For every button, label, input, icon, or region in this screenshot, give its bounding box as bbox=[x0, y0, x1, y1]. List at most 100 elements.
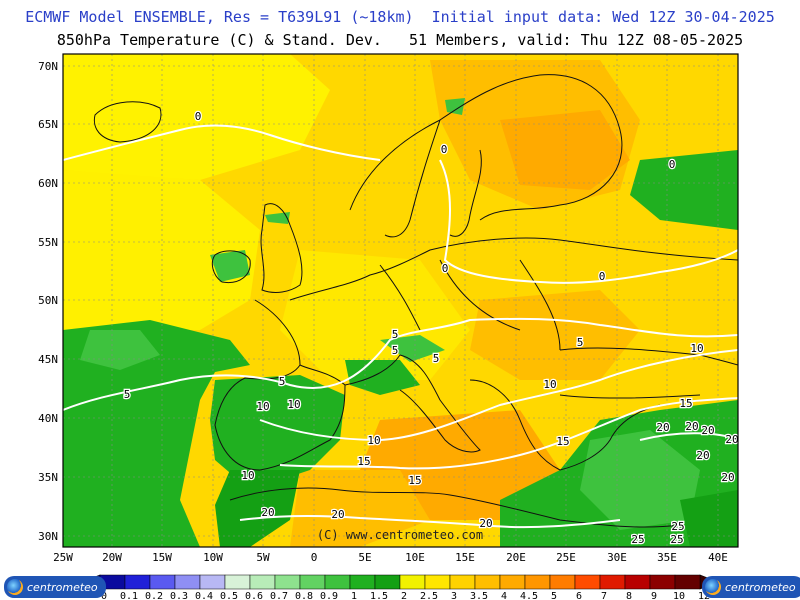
lon-label: 35E bbox=[657, 551, 677, 564]
contour-value-label: 15 bbox=[556, 435, 569, 448]
stddev-field-1p5-mideast bbox=[680, 490, 738, 547]
contour-value-label: 10 bbox=[367, 434, 380, 447]
contour-value-label: 20 bbox=[656, 421, 669, 434]
contour-value-label: 15 bbox=[357, 455, 370, 468]
contour-value-label: 15 bbox=[408, 474, 421, 487]
colorbar-label: 10 bbox=[673, 591, 685, 600]
colorbar-swatch bbox=[199, 574, 226, 590]
contour-value-label: 20 bbox=[261, 506, 274, 519]
colorbar-label: 2 bbox=[401, 591, 407, 600]
colorbar-swatch bbox=[449, 574, 476, 590]
contour-value-label: 5 bbox=[433, 352, 440, 365]
contour-value-label: 10 bbox=[287, 398, 300, 411]
iberia-france-outline bbox=[214, 299, 346, 471]
stddev-field-4 bbox=[500, 110, 630, 190]
contour-value-label: 20 bbox=[701, 424, 714, 437]
colorbar-swatch bbox=[399, 574, 426, 590]
stddev-field-ireland bbox=[210, 250, 250, 282]
contour-value-label: 10 bbox=[690, 342, 703, 355]
globe-icon bbox=[7, 579, 23, 595]
colorbar-swatch bbox=[524, 574, 551, 590]
lat-label: 70N bbox=[38, 60, 58, 73]
colorbar-swatch bbox=[624, 574, 651, 590]
lon-label: 20W bbox=[102, 551, 122, 564]
colorbar-swatch bbox=[674, 574, 701, 590]
contour-value-label: 5 bbox=[392, 328, 399, 341]
colorbar-swatch bbox=[249, 574, 276, 590]
contour-value-label: 5 bbox=[124, 388, 131, 401]
contour-value-label: 5 bbox=[577, 336, 584, 349]
stddev-field-0p9-alps bbox=[380, 335, 445, 362]
lon-label: 15E bbox=[455, 551, 475, 564]
colorbar-label: 9 bbox=[651, 591, 657, 600]
colorbar-label: 7 bbox=[601, 591, 607, 600]
blacksea-south bbox=[559, 394, 701, 399]
lon-label: 30E bbox=[607, 551, 627, 564]
lat-label: 65N bbox=[38, 118, 58, 131]
colorbar: 0 0.1 0.2 0.3 0.4 0.5 0.6 0.7 0.8 0.9 1 1.5 2 2.5 3 3.5… bbox=[81, 574, 719, 600]
colorbar-swatch bbox=[499, 574, 526, 590]
colorbar-label: 12 bbox=[698, 591, 710, 600]
colorbar-swatch bbox=[599, 574, 626, 590]
colorbar-label: 0.7 bbox=[270, 591, 288, 600]
contour-value-label: 5 bbox=[392, 344, 399, 357]
lat-label: 55N bbox=[38, 236, 58, 249]
coastlines bbox=[93, 74, 738, 528]
lon-label: 10E bbox=[405, 551, 425, 564]
blacksea-north bbox=[559, 347, 738, 366]
colorbar-label: 0.6 bbox=[245, 591, 263, 600]
lon-label: 10W bbox=[203, 551, 223, 564]
map-title: ECMWF Model ENSEMBLE, Res = T639L91 (~18… bbox=[25, 8, 775, 26]
sweden-coast bbox=[449, 149, 482, 237]
copyright-text: (C) www.centrometeo.com bbox=[317, 528, 483, 542]
colorbar-label: 0.2 bbox=[145, 591, 163, 600]
lon-label: 20E bbox=[506, 551, 526, 564]
colorbar-swatch bbox=[274, 574, 301, 590]
italy-outline bbox=[344, 354, 481, 453]
lat-label: 60N bbox=[38, 177, 58, 190]
colorbar-swatch bbox=[549, 574, 576, 590]
colorbar-label: 3.5 bbox=[470, 591, 488, 600]
lon-label: 5W bbox=[256, 551, 270, 564]
stddev-field-1-iberia bbox=[210, 375, 345, 490]
centrometeo-logo-left: centrometeo bbox=[4, 576, 106, 598]
ireland-outline bbox=[211, 250, 251, 284]
lon-label: 40E bbox=[708, 551, 728, 564]
contour-value-label: 20 bbox=[696, 449, 709, 462]
globe-icon bbox=[705, 579, 721, 595]
colorbar-swatch bbox=[474, 574, 501, 590]
colorbar-label: 6 bbox=[576, 591, 582, 600]
colorbar-label: 1 bbox=[351, 591, 357, 600]
lat-label: 40N bbox=[38, 412, 58, 425]
colorbar-label: 0 bbox=[101, 591, 107, 600]
lat-label: 30N bbox=[38, 530, 58, 543]
contour-10 bbox=[259, 349, 738, 442]
colorbar-swatch bbox=[424, 574, 451, 590]
map-frame bbox=[62, 53, 739, 548]
logo-left-text: centrometeo bbox=[27, 580, 98, 594]
contour-value-label: 20 bbox=[721, 471, 734, 484]
contour-value-label: 25 bbox=[631, 533, 644, 546]
lon-label: 25W bbox=[53, 551, 73, 564]
colorbar-label: 0.5 bbox=[220, 591, 238, 600]
temperature-contours bbox=[63, 124, 738, 529]
colorbar-label: 0.8 bbox=[295, 591, 313, 600]
scandinavia-outline bbox=[349, 74, 623, 221]
contour-value-label: 0 bbox=[195, 110, 202, 123]
britain-outline bbox=[260, 203, 303, 293]
contour-value-label: 25 bbox=[671, 520, 684, 533]
contour-value-label: 20 bbox=[725, 433, 738, 446]
contour-value-label: 20 bbox=[479, 517, 492, 530]
centrometeo-logo-right: centrometeo bbox=[702, 576, 800, 598]
colorbar-label: 0.3 bbox=[170, 591, 188, 600]
stddev-field-3p5-east bbox=[470, 290, 640, 380]
colorbar-label: 8 bbox=[626, 591, 632, 600]
logo-right-text: centrometeo bbox=[725, 580, 796, 594]
stddev-field-scotland bbox=[265, 212, 290, 224]
lon-label: 5E bbox=[358, 551, 371, 564]
colorbar-swatch bbox=[649, 574, 676, 590]
lon-label: 0 bbox=[311, 551, 318, 564]
contour-value-label: 0 bbox=[669, 158, 676, 171]
colorbar-label: 5 bbox=[551, 591, 557, 600]
